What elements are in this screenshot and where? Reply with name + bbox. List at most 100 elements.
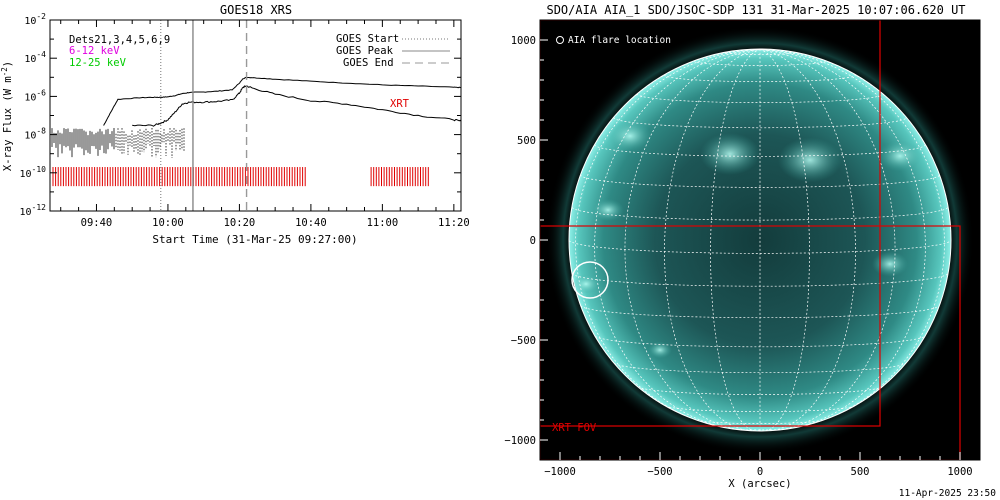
latitude-line — [614, 362, 907, 374]
aia-plot-title: SDO/AIA AIA_1 SDO/JSOC-SDP 131 31-Mar-20… — [546, 3, 965, 17]
xrt-coverage-bars — [52, 167, 429, 187]
y-tick-label: 10-4 — [24, 50, 46, 65]
goes-x-axis-label: Start Time (31-Mar-25 09:27:00) — [152, 233, 357, 246]
x-tick-label: 10:40 — [295, 217, 327, 229]
latitude-line — [665, 405, 855, 413]
x-tick-label: 11:20 — [438, 217, 470, 229]
y-tick-exp: -12 — [32, 203, 47, 212]
y-tick-label: 10-2 — [24, 12, 46, 27]
longitude-line — [759, 49, 810, 431]
latitude-line — [580, 305, 940, 319]
latitude-line — [571, 206, 949, 221]
y-tick-exp: -8 — [36, 127, 46, 136]
y-tick-base: 10 — [20, 207, 32, 218]
y-tick-base: 10 — [20, 169, 32, 180]
solar-limb — [568, 48, 952, 432]
xrt-fov-box — [540, 20, 881, 427]
latitude-line — [696, 419, 824, 424]
y-tick-label: 10-10 — [20, 165, 47, 180]
y-tick-exp: -10 — [32, 165, 47, 174]
aia-x-tick-label: 0 — [757, 466, 763, 478]
legend-goes-end: GOES End — [343, 57, 394, 69]
latitude-line — [664, 74, 856, 83]
aia-x-tick-label: 1000 — [947, 466, 972, 478]
y-tick-label: 10-6 — [24, 88, 46, 103]
y-tick-label: 10-12 — [20, 203, 47, 218]
flare-legend-icon — [556, 36, 564, 44]
aia-x-tick-label: 500 — [851, 466, 870, 478]
latitude-line — [637, 386, 883, 395]
y-tick-exp: -2 — [36, 12, 46, 21]
y-tick-base: 10 — [24, 131, 36, 142]
series-line-long_channel — [103, 76, 462, 126]
longitude-line — [575, 49, 761, 423]
aia-x-tick-label: −500 — [647, 466, 672, 478]
goes-legend: GOES Start GOES Peak GOES End — [336, 33, 450, 69]
aia-y-tick-label: −500 — [511, 335, 536, 347]
x-tick-label: 11:00 — [367, 217, 399, 229]
active-region — [648, 341, 672, 359]
goes-plot-title: GOES18 XRS — [220, 3, 292, 17]
band-6-12-kev-label: 6-12 keV — [69, 45, 120, 57]
xrt-fov-box — [540, 225, 961, 460]
latitude-line — [569, 239, 951, 254]
latitude-line — [636, 93, 884, 103]
aia-image-plot: SDO/AIA AIA_1 SDO/JSOC-SDP 131 31-Mar-20… — [504, 3, 996, 499]
longitude-line — [759, 49, 896, 431]
series-line-short_channel — [132, 85, 462, 127]
xrt-label: XRT — [390, 98, 410, 110]
active-region — [878, 140, 922, 172]
longitude-line — [759, 49, 945, 423]
aia-y-tick-label: −1000 — [504, 435, 536, 447]
active-region — [778, 137, 842, 183]
aia-x-axis-label: X (arcsec) — [728, 478, 791, 490]
y-tick-label: 10-8 — [24, 127, 46, 142]
aia-axes: −1000 −500 0 500 1000 1000 500 0 −500 −1000 — [504, 35, 972, 478]
aia-y-tick-label: 1000 — [511, 35, 536, 47]
xrt-fov-boxes — [540, 20, 961, 460]
longitude-line — [710, 49, 761, 431]
aia-y-tick-label: 0 — [530, 235, 536, 247]
band-12-25-kev-label: 12-25 keV — [69, 57, 127, 69]
x-tick-label: 10:20 — [224, 217, 256, 229]
goes-event-lines — [160, 20, 248, 211]
goes-x-axis: 09:40 10:00 10:20 10:40 11:00 11:20 — [60, 20, 470, 229]
flare-legend-label: AIA flare location — [568, 35, 671, 46]
goes-series-lines — [51, 76, 462, 158]
y-tick-exp: -6 — [36, 88, 46, 97]
detectors-label: Dets21,3,4,5,6,9 — [69, 34, 170, 46]
solar-disk — [569, 49, 951, 431]
goes-y-axis-label-exp: -2 — [0, 67, 9, 76]
longitude-line — [624, 49, 761, 431]
goes-y-axis-label-close: ) — [2, 61, 14, 67]
latitude-line — [580, 174, 940, 188]
active-region — [572, 274, 600, 294]
flare-location-circle — [571, 261, 609, 299]
active-region — [700, 133, 760, 175]
y-tick-base: 10 — [24, 54, 36, 65]
legend-goes-start: GOES Start — [336, 33, 399, 45]
timestamp: 11-Apr-2025 23:50 — [899, 488, 997, 499]
aia-y-tick-label: 500 — [517, 135, 536, 147]
latitude-line — [595, 335, 926, 348]
noise-spikes — [51, 128, 185, 158]
longitude-line — [759, 49, 926, 430]
x-tick-label: 09:40 — [81, 217, 113, 229]
latitude-line — [594, 144, 926, 157]
xrt-fov-label: XRT FOV — [552, 422, 597, 434]
y-tick-exp: -4 — [36, 50, 46, 59]
legend-goes-peak: GOES Peak — [336, 45, 394, 57]
latitude-line — [571, 273, 949, 287]
y-tick-base: 10 — [24, 16, 36, 27]
active-region — [608, 120, 652, 152]
goes-y-axis-label-main: X-ray Flux (W m — [2, 76, 14, 171]
goes-y-axis-label: X-ray Flux (W m-2) — [0, 61, 14, 171]
latitude-line — [613, 117, 907, 129]
active-region — [592, 198, 624, 222]
aia-x-tick-label: −1000 — [544, 466, 576, 478]
y-tick-base: 10 — [24, 92, 36, 103]
latitude-line — [726, 51, 794, 56]
